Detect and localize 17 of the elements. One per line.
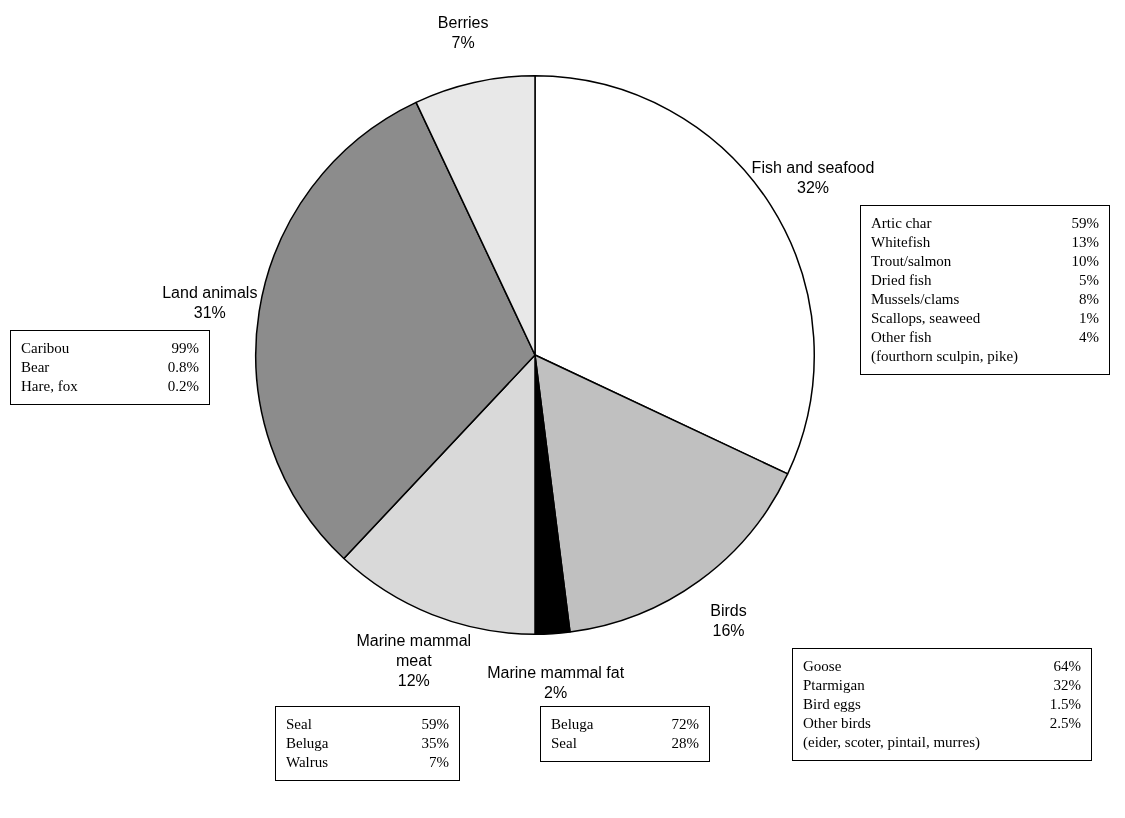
text: Goose 64% Ptarmigan 32% Bird eggs 1.5% Other birds 2.5% (eider, scoter, pintail, murres) <box>803 658 1081 750</box>
data-label: 31% <box>193 303 226 321</box>
data-label: 12% <box>397 671 430 689</box>
text: Artic char 59% Whitefish 13% Trout/salmon 10% Dried fish 5% Mussels/clams 8% Scallops, seaweed 1% Other fish 4% (fourthorn sculpin, pike) <box>871 215 1099 364</box>
slice-label: Marine mammal meat <box>356 631 472 669</box>
slice-label: Fish and seafood <box>751 158 875 176</box>
data-label: 16% <box>712 621 745 639</box>
text: Beluga 72% Seal 28% <box>551 716 699 751</box>
data-label: 32% <box>796 178 830 196</box>
data-label: 2% <box>544 684 568 702</box>
text: Caribou 99% Bear 0.8% Hare, fox 0.2% <box>21 340 199 394</box>
slice-label: Marine mammal fat <box>487 664 625 682</box>
text: Seal 59% Beluga 35% Walrus 7% <box>286 716 449 770</box>
slice-label: Berries <box>437 14 489 32</box>
slice-label: Land animals <box>162 283 258 301</box>
slice-label: Birds <box>710 601 747 619</box>
data-label: 7% <box>451 34 475 52</box>
